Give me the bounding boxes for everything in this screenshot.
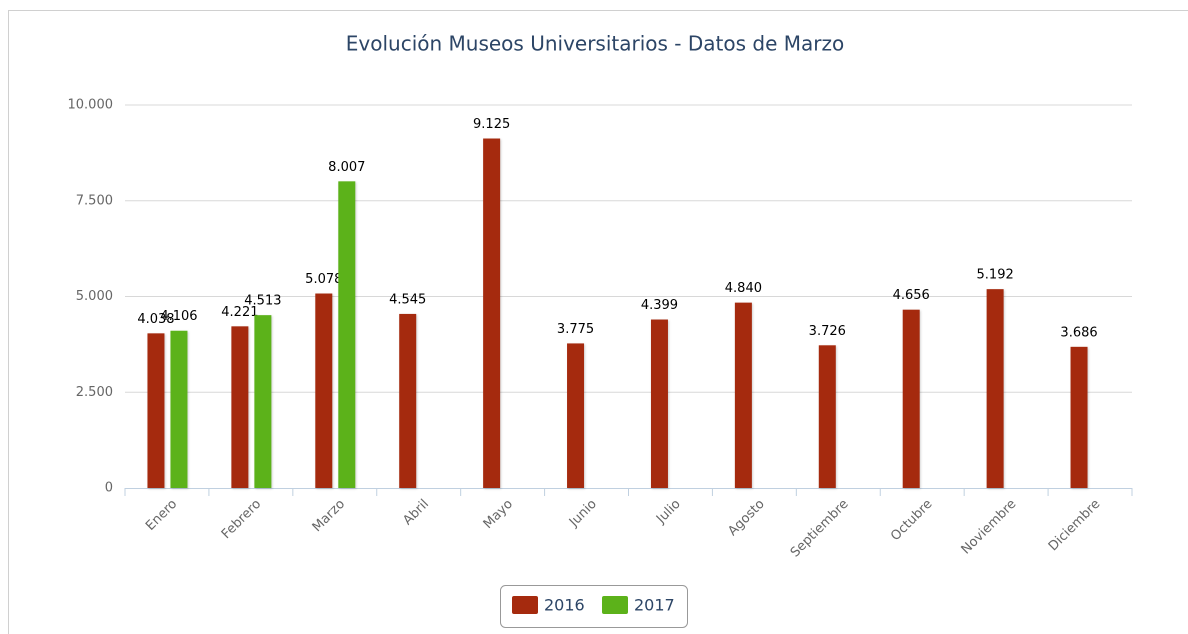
y-tick-label: 2.500	[76, 385, 113, 400]
value-label: 3.775	[557, 322, 594, 337]
legend-label: 2017	[634, 596, 675, 615]
value-label: 4.656	[893, 288, 930, 303]
value-label: 5.192	[977, 268, 1014, 283]
bar	[1070, 346, 1088, 488]
legend-swatch	[512, 596, 538, 614]
bar	[567, 343, 585, 488]
bar	[170, 330, 188, 488]
value-label: 9.125	[473, 117, 510, 132]
bar	[315, 293, 333, 488]
bar	[818, 345, 836, 488]
value-label: 3.726	[809, 324, 846, 339]
y-tick-label: 10.000	[68, 98, 114, 113]
value-label: 8.007	[328, 160, 365, 175]
chart-title: Evolución Museos Universitarios - Datos …	[346, 32, 844, 56]
value-label: 4.038	[137, 312, 174, 327]
bar	[734, 302, 752, 488]
value-label: 4.840	[725, 281, 762, 296]
bar	[986, 289, 1004, 488]
value-label: 4.399	[641, 298, 678, 313]
value-label: 4.106	[160, 309, 197, 324]
y-tick-label: 0	[105, 481, 113, 496]
bar	[147, 333, 165, 488]
legend-box	[500, 585, 688, 628]
value-label: 4.545	[389, 292, 426, 307]
y-tick-label: 7.500	[76, 193, 113, 208]
bar	[483, 138, 501, 488]
bar	[399, 313, 417, 488]
bar	[650, 319, 668, 488]
bar	[338, 181, 356, 488]
value-label: 4.513	[244, 294, 281, 309]
value-label: 4.221	[221, 305, 258, 320]
bar	[254, 315, 272, 488]
value-label: 3.686	[1060, 325, 1097, 340]
value-label: 5.078	[305, 272, 342, 287]
y-tick-label: 5.000	[76, 289, 113, 304]
bar	[231, 326, 249, 488]
legend: 2016 2017	[500, 585, 688, 628]
bar	[902, 309, 920, 488]
legend-label: 2016	[544, 596, 585, 615]
legend-swatch	[602, 596, 628, 614]
